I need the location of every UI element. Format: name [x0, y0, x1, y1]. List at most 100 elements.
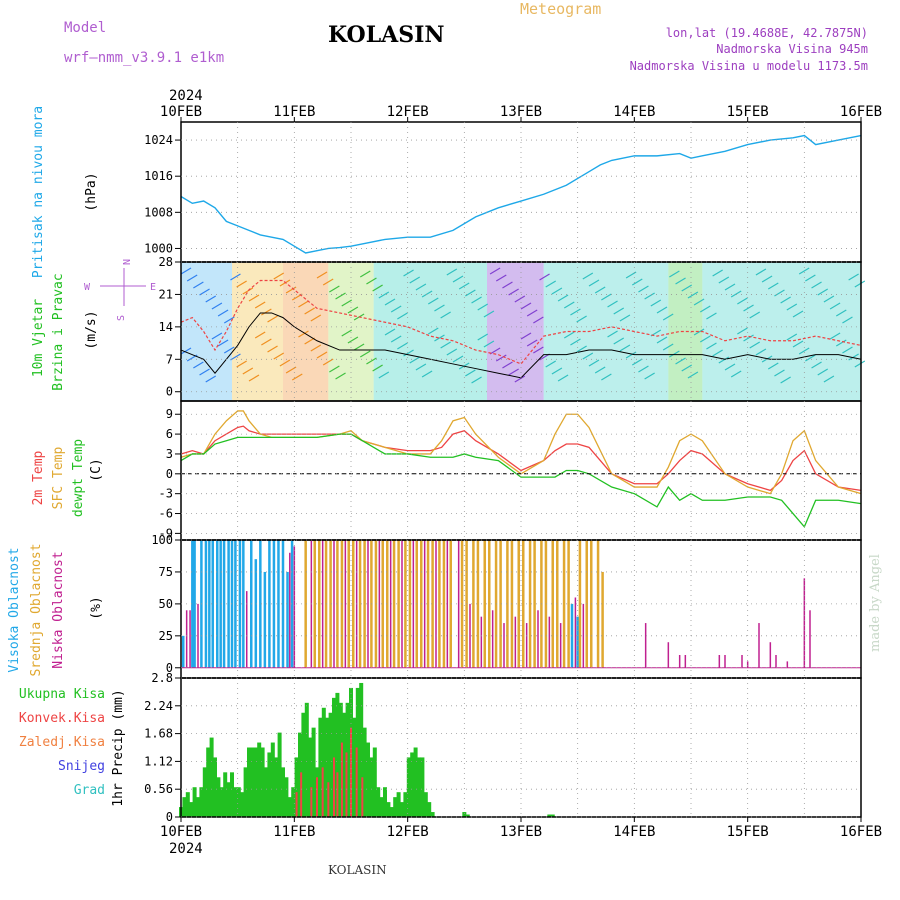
wind-barb	[786, 303, 798, 311]
precip-bar	[311, 727, 316, 817]
wind-barb	[588, 279, 600, 287]
wind-barb	[452, 355, 464, 363]
pressure-unit: (hPa)	[84, 172, 99, 211]
wind-barb	[835, 309, 847, 317]
cloud-bar	[601, 571, 604, 668]
footer-station: KOLASIN	[328, 863, 387, 877]
precip-bar	[410, 752, 415, 817]
wind-barb	[811, 281, 822, 289]
station-title: KOLASIN	[328, 22, 445, 48]
cloud-bar	[517, 540, 520, 668]
wind-barb	[230, 273, 241, 281]
x-tick-label-bottom: 11FEB	[273, 824, 315, 840]
wind-barb	[298, 300, 309, 308]
precip-bar	[192, 787, 197, 817]
wind-barb	[848, 273, 859, 281]
cloud-bar	[537, 610, 539, 668]
x-tick-label-top: 14FEB	[613, 104, 655, 120]
wind-barb	[223, 316, 235, 324]
wind-barb	[291, 373, 303, 381]
wind-barb	[199, 288, 210, 296]
wind-barb	[329, 365, 340, 373]
wind-barb	[508, 368, 519, 376]
wind-barb	[205, 295, 217, 303]
wind-barb	[316, 351, 328, 359]
precip-bar	[284, 777, 289, 817]
cloud-bar	[412, 540, 415, 668]
x-tick-label-top: 15FEB	[727, 104, 769, 120]
wind-barb	[706, 312, 717, 320]
wind-barb	[261, 338, 272, 346]
wind-barb	[341, 329, 353, 337]
cloud-bar	[204, 540, 208, 668]
wind-barb	[842, 346, 853, 354]
wind-mean-line	[180, 312, 862, 379]
wind-barb	[835, 339, 847, 347]
precip-bar	[196, 797, 200, 817]
wind-barb	[631, 358, 643, 366]
wind-barb	[366, 277, 377, 285]
cloud-bar	[290, 540, 294, 668]
precip-bar	[308, 737, 313, 817]
wind-barb	[811, 361, 822, 369]
wind-barb	[236, 360, 247, 368]
precip-bar	[321, 707, 326, 817]
wind-barb	[570, 338, 581, 346]
precip-bar	[325, 717, 330, 817]
precip-bar	[372, 747, 377, 817]
x-tick-label-bottom: 15FEB	[727, 824, 769, 840]
cloud-bar	[548, 616, 551, 668]
wind-band-2	[283, 262, 329, 401]
wind-band-8	[702, 262, 861, 401]
wind-barb	[817, 288, 829, 296]
precip-bar	[345, 752, 348, 817]
precip-bar	[362, 727, 367, 817]
precip-bar	[243, 767, 248, 817]
precip-bar	[264, 767, 268, 817]
y-tick-label: 7	[166, 352, 173, 366]
wind-barb	[613, 337, 625, 345]
precip-bar	[300, 772, 303, 817]
wind-barb	[267, 345, 278, 353]
cloud-bar	[263, 571, 267, 668]
cloud-bar	[684, 655, 687, 668]
wind-barb	[774, 289, 785, 297]
wind-barb	[675, 277, 686, 285]
cloud-bar	[344, 540, 347, 668]
wind-barb	[502, 361, 513, 369]
y-tick-label: 0	[166, 385, 173, 399]
wind-band-6	[543, 262, 669, 401]
x-tick-label-bottom: 14FEB	[613, 824, 655, 840]
precip-bar	[321, 767, 324, 817]
wind-barb	[378, 371, 390, 379]
wind-barb	[743, 334, 754, 342]
cloud-label-2: Niska Oblacnost	[51, 551, 66, 668]
precip-bar	[298, 732, 302, 817]
precip-legend-2: Zaledj.Kisa	[19, 735, 105, 750]
wind-barb	[792, 310, 804, 318]
wind-barb	[607, 330, 618, 338]
wind-barb	[675, 357, 686, 365]
precip-bar	[379, 797, 384, 817]
wind-barb	[180, 267, 192, 275]
cloud-bar	[254, 559, 258, 668]
precip-bar	[355, 747, 358, 817]
y-tick-label: 75	[159, 565, 173, 579]
wind-barb	[465, 289, 476, 297]
y-tick-label: 25	[159, 629, 173, 643]
cloud-bar	[533, 540, 536, 668]
wind-barb	[440, 311, 451, 319]
model-label: Model	[64, 20, 107, 36]
wind-barb	[526, 339, 538, 347]
wind-barb	[619, 314, 631, 322]
precip-bar	[277, 732, 282, 817]
cloud-bar	[582, 603, 585, 668]
wind-barb	[322, 278, 334, 286]
compass-e: E	[150, 282, 156, 293]
wind-barb	[786, 333, 798, 341]
wind-barb	[749, 311, 761, 319]
cloud-bar	[333, 540, 335, 668]
wind-barb	[403, 349, 414, 357]
precip-bar	[383, 787, 387, 817]
precip-bar	[376, 787, 381, 817]
